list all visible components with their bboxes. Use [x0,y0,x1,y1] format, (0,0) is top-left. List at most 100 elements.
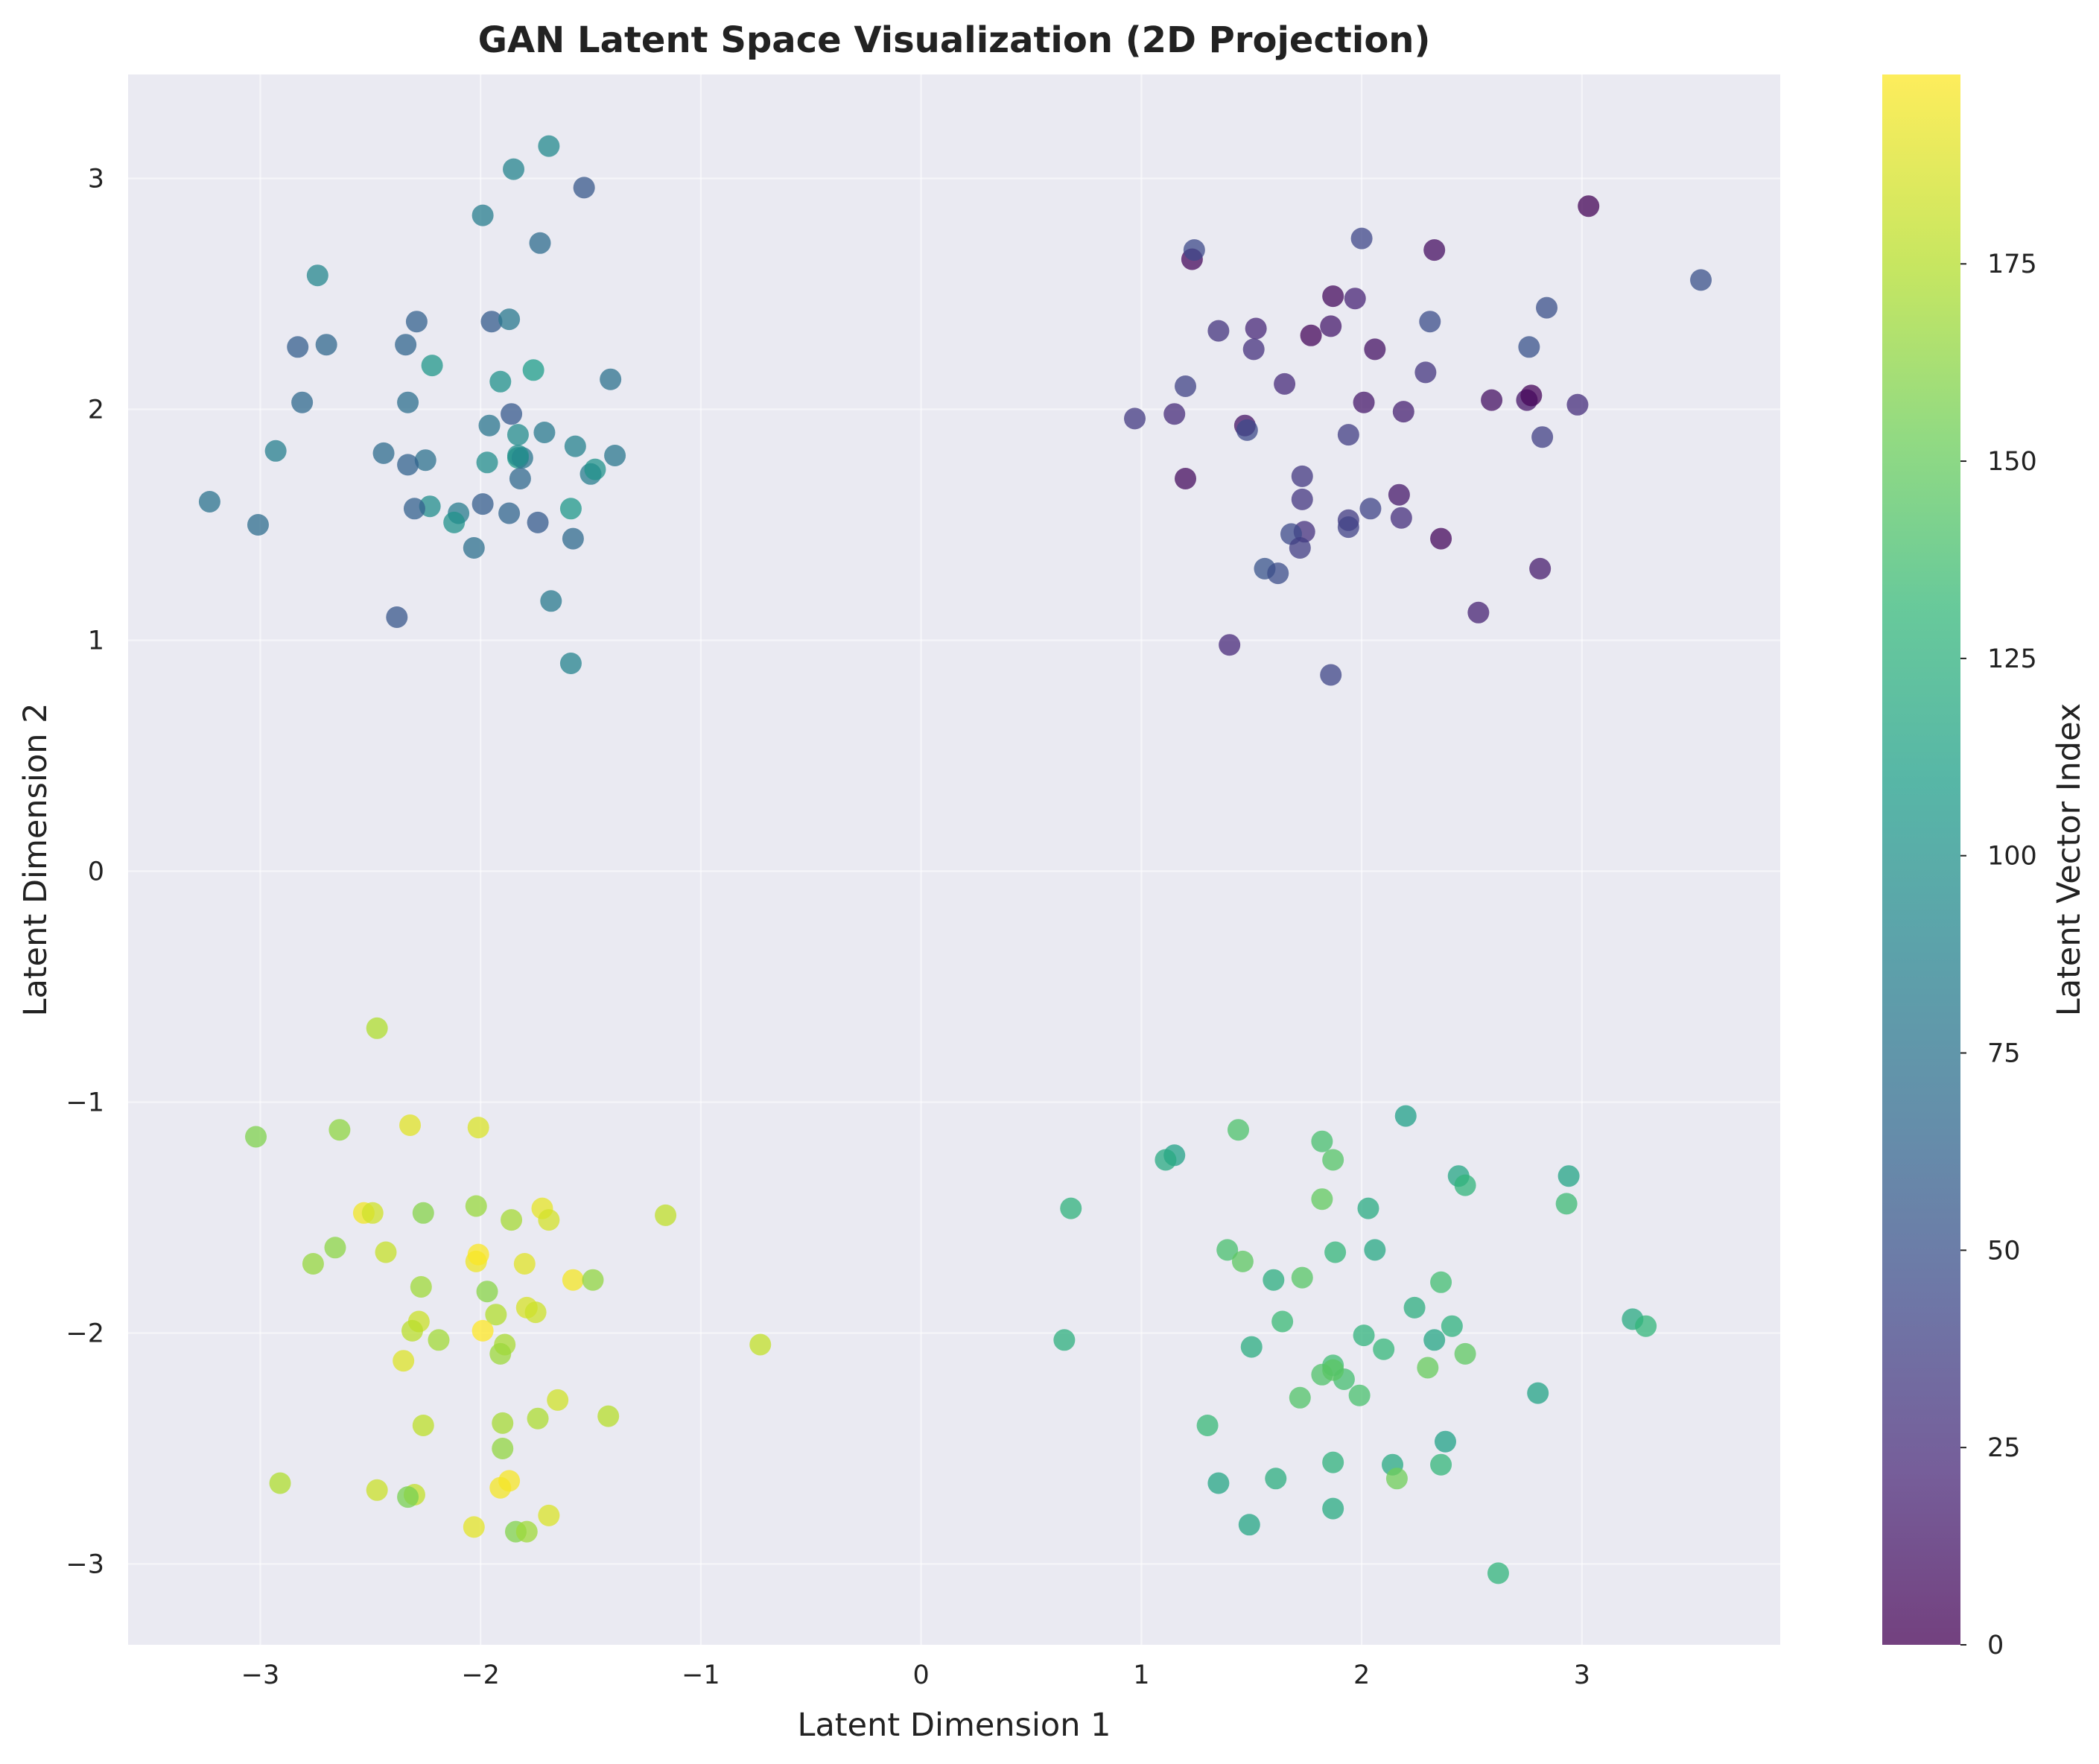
scatter-point [498,1470,521,1492]
scatter-point [1238,1514,1260,1536]
scatter-point [1557,1165,1580,1187]
scatter-point [524,1301,547,1324]
scatter-point [1423,239,1446,261]
scatter-point [600,368,622,390]
scatter-point [401,1319,423,1342]
scatter-point [1531,426,1554,448]
scatter-point [414,449,436,472]
chart-title: GAN Latent Space Visualization (2D Proje… [478,19,1431,61]
colorbar-tick-label: 125 [1987,644,2037,674]
scatter-point [1357,1197,1379,1219]
scatter-point [366,1479,388,1501]
scatter-point [1527,1382,1549,1404]
scatter-point [463,1516,485,1538]
scatter-point [1337,424,1359,446]
scatter-point [1441,1315,1463,1337]
scatter-point [1216,1239,1239,1261]
scatter-point [375,1241,397,1263]
scatter-point [1434,1430,1456,1453]
scatter-point [443,511,466,533]
scatter-point [476,1281,498,1303]
y-tick-label: 1 [88,626,104,656]
scatter-point [1364,338,1386,361]
colorbar-tick-label: 0 [1987,1631,2004,1660]
scatter-point [604,445,626,466]
scatter-point [1419,311,1441,333]
scatter-point [1417,1357,1439,1379]
y-tick-label: −1 [66,1088,104,1118]
scatter-point [1300,324,1322,346]
scatter-point [467,1117,489,1139]
scatter-point [503,158,525,180]
scatter-point [540,590,562,612]
scatter-point [1337,516,1359,539]
scatter-point [1430,527,1452,550]
colorbar-tick-label: 100 [1987,842,2037,872]
scatter-point [1320,315,1342,337]
scatter-point [264,440,287,462]
x-tick-label: 2 [1353,1660,1370,1690]
scatter-point [372,442,395,464]
scatter-point [1155,1149,1177,1171]
plot-area-background [128,74,1780,1645]
scatter-point [1353,391,1375,413]
scatter-point [1414,361,1437,384]
scatter-point [1322,1451,1344,1473]
colorbar-tick-label: 150 [1987,447,2037,477]
scatter-point [198,491,220,513]
scatter-point [1322,1149,1344,1171]
scatter-point [397,391,419,413]
scatter-point [485,1304,507,1326]
scatter-point [515,1520,538,1543]
scatter-point [1242,338,1265,361]
scatter-point [1467,601,1490,624]
scatter-point [269,1472,291,1494]
scatter-point [412,1202,434,1224]
scatter-point [1245,317,1267,340]
y-tick-label: 0 [88,857,104,887]
x-tick-label: 3 [1574,1660,1590,1690]
scatter-point [1350,227,1373,250]
scatter-point [463,537,485,559]
scatter-point [412,1415,434,1436]
scatter-point [1289,1386,1311,1409]
colorbar-label: Latent Vector Index [2051,703,2088,1016]
x-tick-label: 1 [1133,1660,1149,1690]
scatter-point [247,514,269,536]
scatter-point [1322,1359,1344,1381]
scatter-point [1518,336,1540,358]
scatter-point [361,1202,384,1224]
scatter-point [562,527,584,550]
y-tick-label: 3 [88,165,104,194]
scatter-point [421,355,443,377]
y-axis-label: Latent Dimension 2 [17,703,54,1017]
scatter-point [501,1209,523,1231]
x-tick-label: −1 [682,1660,720,1690]
scatter-point [1271,1310,1294,1333]
scatter-point [489,370,512,393]
scatter-point [1487,1562,1509,1584]
scatter-point [1348,1384,1371,1406]
scatter-point [509,468,531,489]
scatter-point [1219,634,1241,656]
scatter-point [527,511,549,533]
scatter-point [1322,1497,1344,1520]
scatter-point [559,498,582,520]
scatter-point [1520,384,1543,407]
scatter-point [405,311,428,333]
y-tick-label: −3 [66,1550,104,1580]
scatter-point [1454,1174,1476,1196]
scatter-point [1289,537,1311,559]
scatter-point [1566,393,1589,416]
scatter-point [1291,465,1313,487]
scatter-point [1124,407,1146,430]
scatter-point [547,1389,569,1411]
scatter-point [315,334,337,356]
x-tick-label: −3 [241,1660,280,1690]
scatter-point [582,1269,604,1291]
scatter-point [397,1486,419,1508]
scatter-point [1555,1193,1578,1215]
colorbar-tick-label: 75 [1987,1039,2021,1069]
scatter-point [1263,1269,1285,1291]
scatter-point [324,1237,346,1259]
